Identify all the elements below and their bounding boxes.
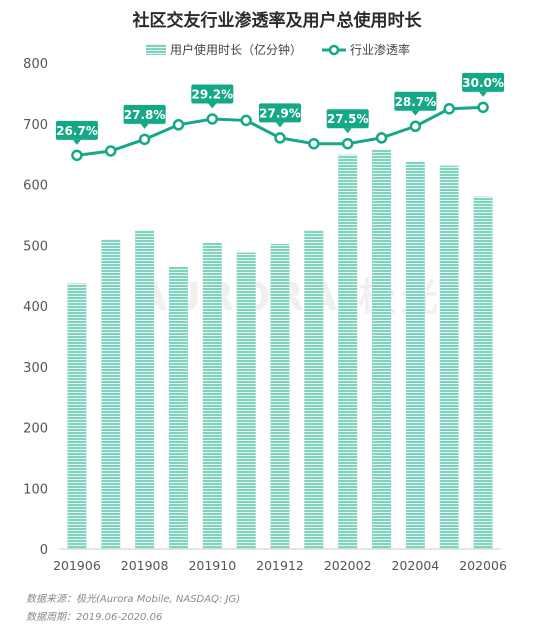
legend-bar-label: 用户使用时长（亿分钟）	[170, 42, 302, 57]
line-point	[240, 114, 252, 127]
y-tick-label: 100	[23, 482, 48, 497]
data-label-box	[191, 84, 234, 104]
data-label-text: 29.2%	[191, 87, 233, 101]
chart-legend: 用户使用时长（亿分钟） 行业渗透率	[146, 42, 410, 57]
y-tick-label: 400	[23, 300, 48, 315]
line-point	[477, 101, 489, 114]
data-label-text: 27.8%	[124, 108, 166, 122]
y-axis: 0 100 200 300 400 500 600 700 800	[23, 57, 48, 558]
bar	[236, 252, 256, 550]
data-period: 数据周期：2019.06-2020.06	[26, 612, 163, 623]
data-label-box	[55, 120, 98, 140]
data-label-box	[326, 109, 369, 129]
data-label-box	[259, 103, 301, 123]
bar	[372, 149, 392, 549]
data-label-box	[123, 104, 166, 124]
x-tick-label: 201912	[256, 558, 304, 573]
data-label-pointer	[140, 123, 149, 129]
x-tick-label: 202006	[459, 558, 507, 573]
bar	[168, 266, 188, 549]
data-label: 28.7%	[394, 91, 437, 116]
data-label-pointer	[343, 128, 352, 134]
y-tick-label: 0	[40, 543, 48, 558]
line-point	[138, 133, 151, 146]
data-label-text: 28.7%	[395, 95, 437, 109]
line-point	[443, 103, 455, 115]
legend-line-marker	[328, 44, 340, 56]
line-point	[105, 145, 117, 157]
x-tick-label: 201906	[53, 558, 101, 573]
line-series: 26.7% 27.8% 29.2% 27.9% 27.5% 28.7% 30.0%	[55, 72, 505, 162]
data-label-box	[394, 91, 437, 111]
line-point	[409, 120, 422, 133]
data-label-box	[462, 72, 505, 92]
bar	[405, 162, 425, 549]
line-point	[206, 113, 219, 125]
x-axis: 201906 201908 201910 201912 202002 202004 2020…	[53, 548, 507, 573]
y-tick-label: 600	[23, 179, 48, 194]
x-tick-label: 201908	[121, 558, 169, 573]
bar	[202, 242, 222, 549]
line-point	[375, 132, 388, 144]
y-tick-label: 300	[23, 361, 48, 376]
x-tick-label: 202004	[392, 558, 440, 573]
bar	[101, 239, 121, 550]
legend-bar-swatch	[146, 44, 166, 55]
bar	[473, 196, 493, 549]
bar	[338, 154, 358, 550]
x-tick-label: 202002	[324, 558, 372, 573]
data-label: 26.7%	[55, 120, 98, 145]
data-label-text: 27.9%	[259, 106, 301, 120]
line-point	[308, 137, 320, 150]
line-point	[274, 132, 286, 144]
y-tick-label: 800	[23, 57, 48, 72]
data-label-text: 26.7%	[56, 124, 98, 138]
bar	[439, 165, 459, 550]
data-label-pointer	[208, 103, 217, 109]
x-tick-label: 201910	[188, 558, 236, 573]
bar	[304, 230, 324, 549]
data-label-pointer	[411, 110, 420, 116]
y-tick-label: 500	[23, 239, 48, 254]
chart-title: 社区交友行业渗透率及用户总使用时长	[132, 11, 422, 31]
line-point	[341, 137, 354, 150]
bar-series: AURORA 极光	[67, 149, 493, 550]
y-tick-label: 700	[23, 118, 48, 133]
line-point	[172, 119, 185, 131]
data-label-text: 27.5%	[327, 112, 369, 126]
data-label-pointer	[72, 139, 81, 145]
data-label: 27.5%	[326, 109, 369, 134]
legend-line-label: 行业渗透率	[350, 42, 410, 57]
bar	[270, 244, 290, 549]
data-label: 27.8%	[123, 104, 166, 129]
data-label-pointer	[276, 122, 284, 128]
data-label-pointer	[479, 91, 488, 97]
data-source: 数据来源：极光(Aurora Mobile, NASDAQ: JG)	[26, 594, 241, 605]
bar	[67, 283, 87, 549]
data-label: 30.0%	[462, 72, 505, 97]
bar	[135, 230, 155, 549]
y-tick-label: 200	[23, 422, 48, 437]
data-label: 29.2%	[191, 84, 234, 109]
data-label-text: 30.0%	[462, 76, 504, 90]
line-point	[71, 149, 83, 162]
data-label: 27.9%	[259, 103, 301, 128]
